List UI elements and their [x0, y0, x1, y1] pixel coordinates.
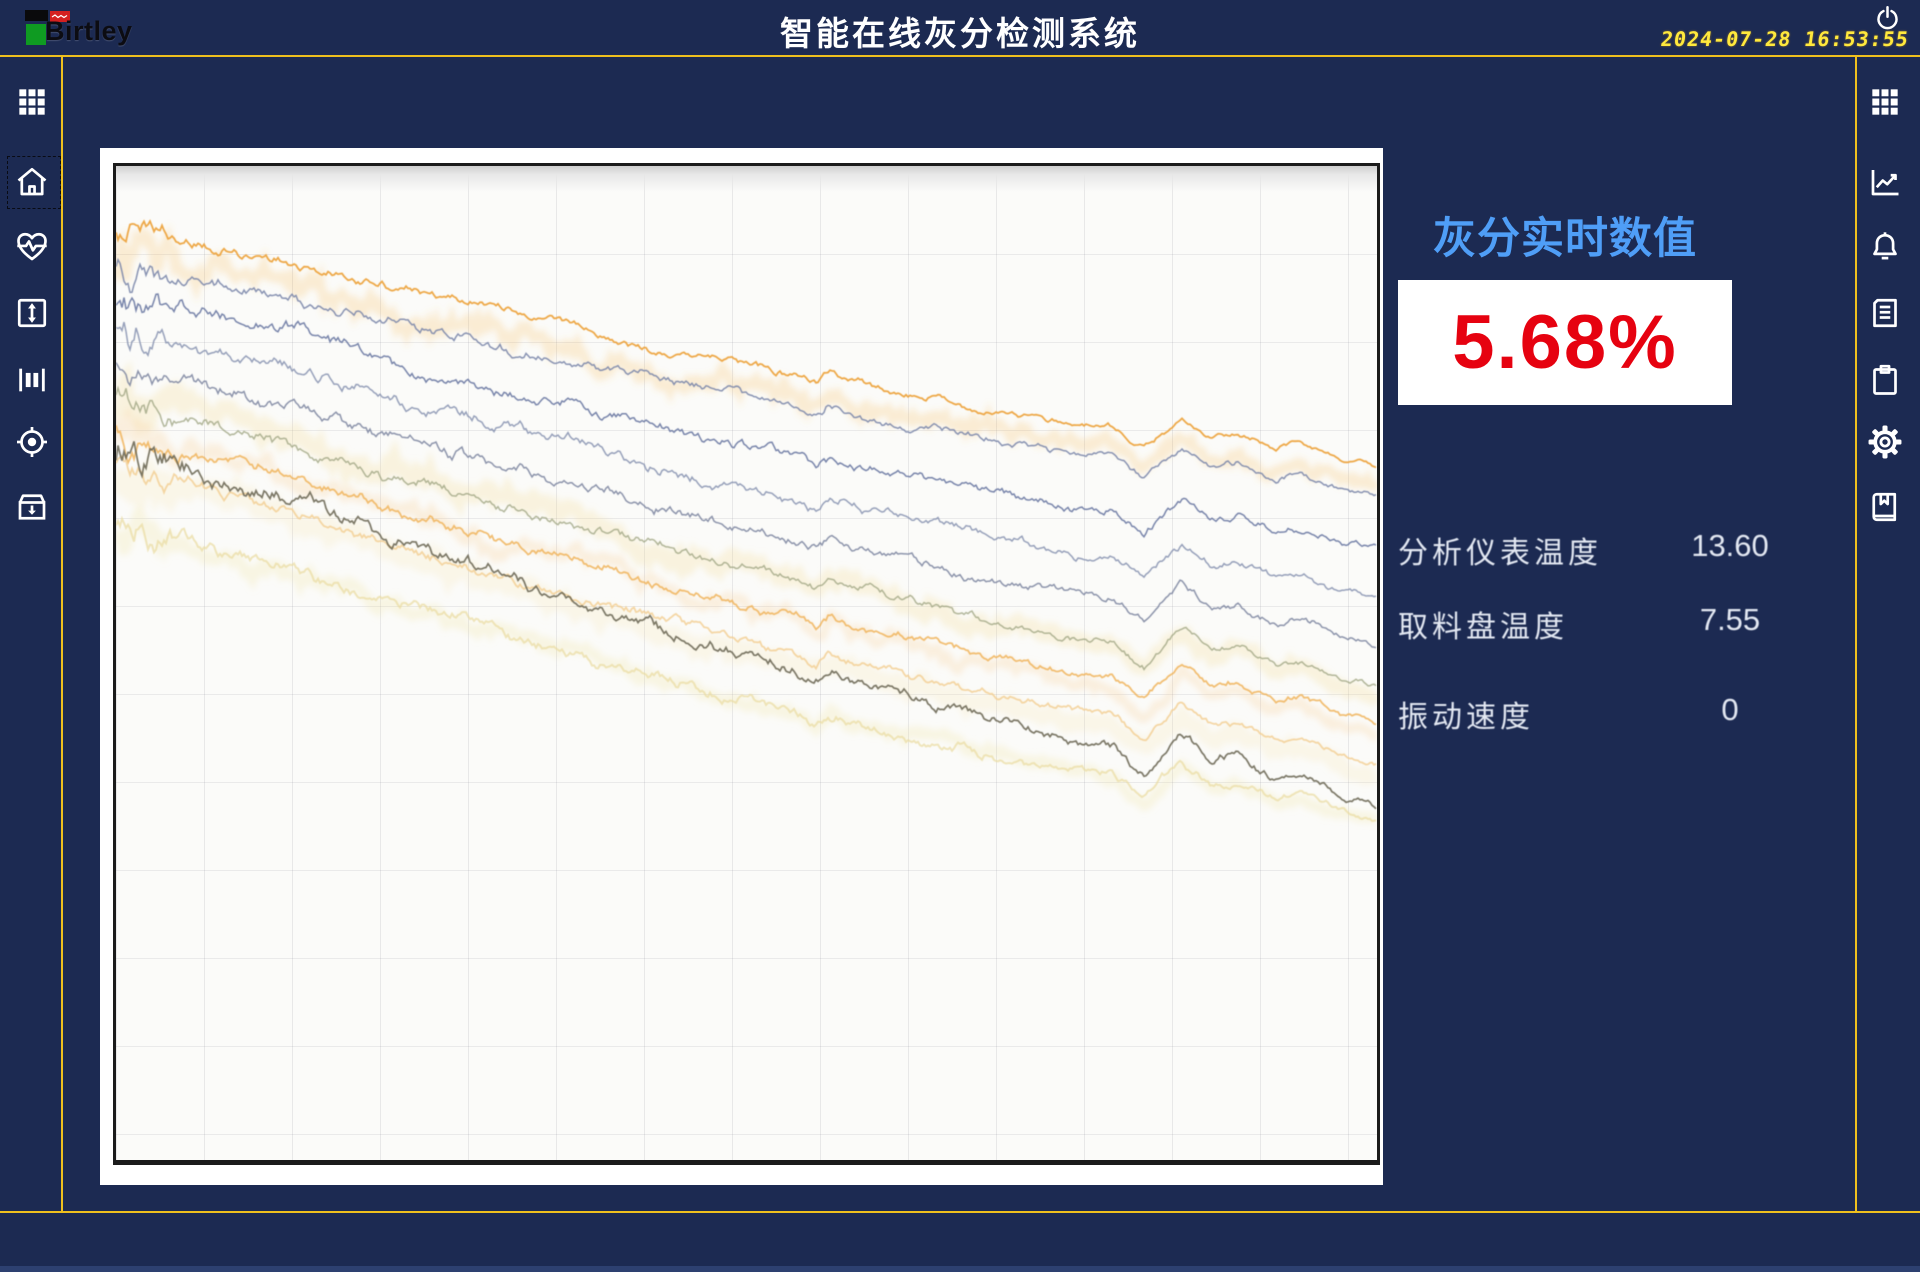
selected-item-focus-box [7, 156, 61, 209]
readings-list: 分析仪表温度 13.60 取料盘温度 7.55 振动速度 0 [1398, 528, 1798, 768]
chart-trace-band-orange [116, 222, 1377, 492]
reading-label: 振动速度 [1398, 701, 1534, 734]
chart-trace-trace-peach [116, 454, 1377, 766]
right-sidebar-divider-line [1855, 57, 1857, 1211]
sidebar-item-report[interactable] [1861, 289, 1909, 337]
chart-trace-trace-olive [116, 385, 1377, 687]
chart-trace-trace-pale-yellow [116, 515, 1377, 822]
realtime-value-title: 灰分实时数值 [1433, 215, 1697, 263]
chart-trace-trace-orange-top [116, 219, 1377, 469]
datetime-display: 2024-07-28 16:53:55 [1659, 27, 1911, 51]
bell-icon [1873, 232, 1897, 260]
brand-logo-wave-block [50, 11, 70, 22]
archive-download-icon [18, 494, 46, 520]
sidebar-item-target[interactable] [8, 418, 56, 466]
settings-gear-icon [1868, 425, 1902, 459]
footer-divider-line [0, 1211, 1920, 1213]
sidebar-item-heartbeat[interactable] [8, 223, 56, 271]
target-icon [17, 427, 47, 457]
sidebar-item-archive-download[interactable] [8, 483, 56, 531]
signal-chart-panel [100, 148, 1383, 1185]
apps-grid-icon [19, 89, 45, 115]
signal-plot-area [113, 163, 1380, 1165]
reading-row-tray-temp: 取料盘温度 7.55 [1398, 602, 1798, 646]
header-divider-line [0, 55, 1920, 57]
chart-trace-band-peach [116, 405, 1377, 743]
reading-value: 0 [1721, 692, 1739, 727]
vertical-range-icon [17, 298, 47, 328]
left-sidebar-divider-line [61, 57, 63, 1211]
report-icon [1873, 298, 1897, 328]
reading-label: 分析仪表温度 [1398, 537, 1602, 570]
heartbeat-icon [17, 232, 47, 261]
sidebar-item-apps-grid-right[interactable] [1861, 78, 1909, 126]
reading-row-vibration-speed: 振动速度 0 [1398, 692, 1798, 736]
power-button[interactable] [1872, 3, 1902, 33]
brand-name: Birtley [45, 16, 133, 46]
sidebar-item-settings[interactable] [1861, 418, 1909, 466]
brand-logo-green-block [26, 24, 46, 45]
chart-trace-trace-slate [116, 362, 1377, 649]
sidebar-item-vertical-range[interactable] [8, 289, 56, 337]
apps-grid-icon [1872, 89, 1898, 115]
chart-trace-trace-dark [116, 441, 1377, 810]
chart-trace-trace-blue-2 [116, 293, 1377, 548]
reading-row-analyzer-temp: 分析仪表温度 13.60 [1398, 528, 1798, 572]
reading-label: 取料盘温度 [1398, 611, 1568, 644]
sidebar-item-clipboard[interactable] [1861, 356, 1909, 404]
chart-trace-trace-blue-1 [116, 257, 1377, 497]
logbook-icon [1872, 492, 1897, 522]
chart-trace-band-cream [116, 454, 1377, 787]
ash-trend-chart [116, 219, 1377, 825]
chart-trace-trace-blue-3 [116, 321, 1377, 598]
home-icon [17, 167, 47, 196]
power-icon [1876, 5, 1898, 29]
ash-value: 5.68% [1452, 300, 1678, 385]
clipboard-icon [1873, 364, 1897, 395]
ash-value-box: 5.68% [1398, 280, 1732, 405]
brand-logo-black-block [25, 10, 48, 21]
sidebar-item-apps-grid[interactable] [8, 78, 56, 126]
columns-icon [19, 368, 45, 392]
sidebar-item-columns[interactable] [8, 356, 56, 404]
reading-value: 13.60 [1691, 528, 1769, 563]
bottom-edge-strip [0, 1266, 1920, 1272]
sidebar-item-logbook[interactable] [1861, 483, 1909, 531]
sidebar-item-home[interactable] [8, 158, 56, 206]
wave-icon [51, 14, 68, 19]
reading-value: 7.55 [1699, 602, 1761, 637]
page-title: 智能在线灰分检测系统 [780, 15, 1140, 52]
sidebar-item-notifications[interactable] [1861, 223, 1909, 271]
chart-trace-trace-orange-mid [116, 425, 1377, 726]
trend-chart-icon [1871, 170, 1899, 196]
sidebar-item-trend-chart[interactable] [1861, 158, 1909, 206]
